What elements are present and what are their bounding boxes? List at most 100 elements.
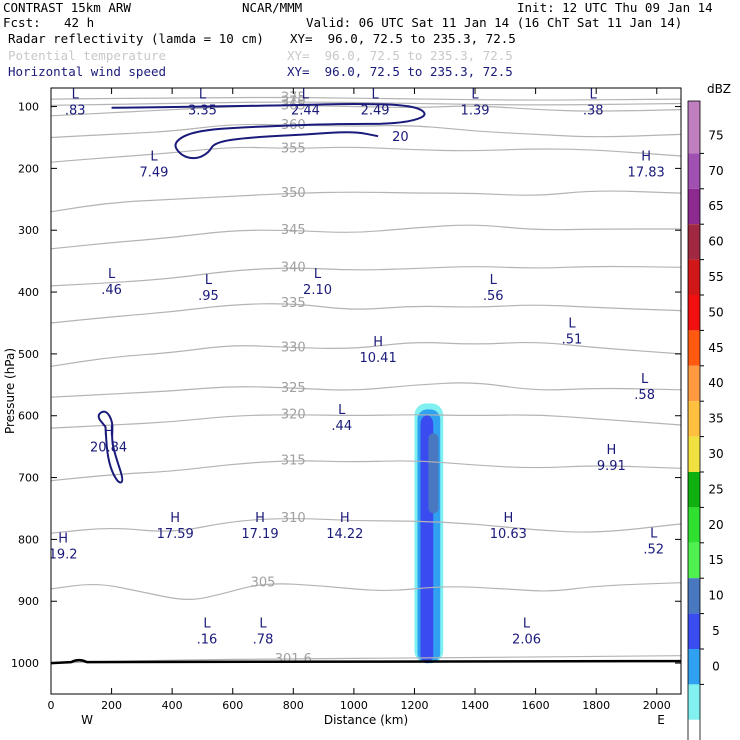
x-tick-label: 1400 [461,699,489,712]
wind-contour-20 [111,102,426,160]
y-tick-label: 900 [18,595,39,608]
colorbar-swatch [688,101,700,154]
wind-extremum-type: H [641,149,651,164]
wind-extremum-value: 20.84 [90,441,127,456]
wind-extremum-type: L [72,88,80,103]
wind-extremum-type: L [338,403,346,418]
model-title: CONTRAST 15km ARW [3,0,131,15]
theta-contour-305 [51,582,681,600]
x-tick-label: 200 [101,699,122,712]
colorbar-frame [687,100,701,740]
x-tick-label: 1600 [522,699,550,712]
theta-contour-320 [51,414,681,429]
wind-extremum-type: L [568,316,576,331]
colorbar-swatch [688,188,700,225]
colorbar-swatch [688,259,700,295]
colorbar-level-label: 70 [708,164,723,178]
theta-contour-355 [51,146,681,163]
theta-contour-365 [51,105,681,117]
colorbar-level-label: 10 [708,589,723,603]
theta-contour-345 [51,224,681,250]
wind-extremum-type: L [150,149,158,164]
x-tick-label: 1800 [582,699,610,712]
theta-contour-315 [51,460,681,482]
colorbar-swatch [688,365,700,402]
wind-extremum-value: 3.35 [188,104,217,119]
wind-extremum-type: L [108,267,116,282]
wind-extremum-value: 19.2 [49,548,78,563]
theta-label-345: 345 [281,223,306,238]
theta-contour-340 [51,265,681,287]
y-tick-label: 800 [18,533,39,546]
wind-label-20: 20 [392,130,409,145]
radar-cell-20dbz [428,433,439,514]
colorbar-level-label: 30 [708,447,723,461]
x-tick-label: 1200 [400,699,428,712]
colorbar-level-label: 75 [708,128,723,142]
colorbar-swatch [688,578,700,614]
wind-extremum-type: L [302,88,310,103]
wind-extremum-value: .95 [198,289,219,304]
wind-extremum-type: H [606,443,616,458]
x-tick-label: 0 [48,699,55,712]
wind-extremum-type: L [205,273,213,288]
wind-extremum-value: .16 [197,632,218,647]
y-tick-label: 100 [18,101,39,114]
field1-title: Radar reflectivity (lamda = 10 cm) [8,31,264,46]
wind-extremum-value: 17.19 [241,527,278,542]
wind-extremum-value: .56 [483,289,504,304]
wind-extremum-value: 2.10 [303,283,332,298]
colorbar-level-label: 55 [708,270,723,284]
colorbar-level-label: 20 [708,518,723,532]
colorbar-level-label: 35 [708,412,723,426]
fcst-label: Fcst: [3,15,41,30]
wind-contour-25 [97,410,124,484]
colorbar-level-label: 40 [708,376,723,390]
fcst-value: 42 h [64,15,95,30]
colorbar-swatch [688,613,700,649]
wind-extremum-value: .52 [643,543,664,558]
org-label: NCAR/MMM [242,0,303,15]
wind-extremum-type: L [471,88,479,103]
theta-label-330: 330 [281,341,306,356]
west-label: W [81,713,93,727]
wind-extremum-value: 2.06 [512,632,541,647]
wind-extremum-value: 14.22 [326,527,363,542]
colorbar-swatch [688,472,700,508]
colorbar-swatch [688,295,700,331]
wind-extremum-value: .44 [331,419,352,434]
wind-extremum-value: 17.59 [157,527,194,542]
wind-extremum-value: 7.49 [140,165,169,180]
colorbar-level-label: 60 [708,235,723,249]
x-tick-label: 2000 [643,699,671,712]
colorbar-swatch [688,224,700,260]
plot-frame [50,87,682,695]
colorbar-level-label: 65 [708,199,723,213]
wind-extremum-type: L [203,616,211,631]
valid-time: Valid: 06 UTC Sat 11 Jan 14 (16 ChT Sat … [306,15,683,30]
wind-extremum-type: L [371,88,379,103]
wind-extremum-value: .38 [583,104,604,119]
wind-extremum-value: .83 [65,104,86,119]
colorbar-swatch [688,153,700,189]
colorbar-level-label: 45 [708,341,723,355]
theta-contour-360 [51,123,681,139]
wind-extremum-value: 9.91 [597,459,626,474]
x-axis-label: Distance (km) [324,713,408,727]
theta-label-305: 305 [251,576,276,591]
colorbar-level-label: 25 [708,482,723,496]
colorbar-level-label: 5 [712,624,720,638]
y-tick-label: 600 [18,410,39,423]
wind-extremum-value: 1.39 [461,104,490,119]
theta-label-375: 375 [281,90,306,105]
y-tick-label: 500 [18,348,39,361]
wind-extremum-type: L [590,88,598,103]
field2-title: Potential temperature [8,48,167,63]
wind-extremum-value: .58 [634,388,655,403]
wind-extremum-type: H [340,511,350,526]
wind-extremum-type: H [373,335,383,350]
wind-extremum-type: L [641,372,649,387]
theta-contour-350 [51,190,681,213]
x-tick-label: 600 [222,699,243,712]
